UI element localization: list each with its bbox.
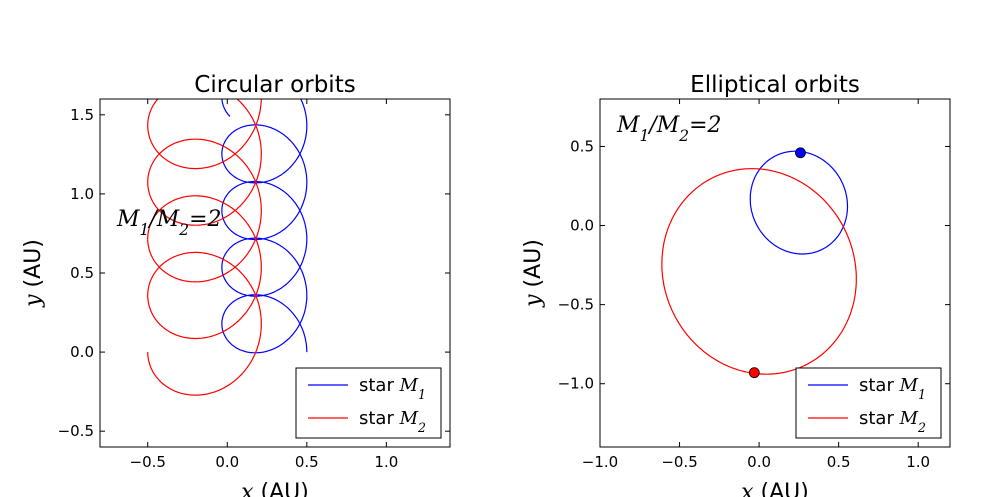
mass-ratio-annotation: M1/M2=2 bbox=[616, 113, 722, 145]
legend-label-1: star M1 bbox=[359, 375, 426, 402]
plot-area bbox=[661, 147, 857, 379]
y-tick-label: −0.5 bbox=[558, 296, 594, 314]
legend-label-1: star M1 bbox=[859, 375, 926, 402]
legend-label-2: star M2 bbox=[359, 408, 426, 435]
x-tick-label: 0.0 bbox=[215, 453, 239, 471]
y-tick-label: 1.0 bbox=[70, 185, 94, 203]
chart-2: −1.0 −0.5 0.0 0.5 1.0 −1.0 −0.5 0.0 0.5 Elliptica… bbox=[521, 72, 951, 497]
x-axis-label: x (AU) bbox=[741, 480, 809, 497]
x-tick-label: 1.0 bbox=[374, 453, 398, 471]
legend: star M1 star M2 bbox=[295, 367, 442, 439]
y-tick-label: 1.5 bbox=[70, 106, 94, 124]
x-tick-label: −0.5 bbox=[130, 453, 166, 471]
x-tick-label: 0.0 bbox=[747, 453, 771, 471]
y-tick-label: −0.5 bbox=[58, 422, 94, 440]
x-tick-label: 1.0 bbox=[906, 453, 930, 471]
plot-frame bbox=[599, 98, 951, 448]
orbit-line-2 bbox=[147, 99, 262, 396]
star-marker-2 bbox=[748, 367, 760, 379]
star-marker-1 bbox=[795, 147, 806, 159]
orbit-line-2 bbox=[661, 167, 857, 375]
chart-title: Circular orbits bbox=[194, 72, 355, 98]
y-tick-label: 0.5 bbox=[70, 264, 94, 282]
x-tick-label: 0.5 bbox=[827, 453, 851, 471]
mass-ratio-annotation: M1/M2=2 bbox=[116, 207, 222, 239]
plot-area bbox=[147, 99, 308, 396]
legend: star M1 star M2 bbox=[795, 367, 942, 439]
x-tick-label: 0.5 bbox=[295, 453, 319, 471]
x-axis-label: x (AU) bbox=[241, 480, 309, 497]
y-tick-label: 0.5 bbox=[570, 137, 594, 155]
chart-title: Elliptical orbits bbox=[690, 72, 860, 98]
y-axis-label: y (AU) bbox=[21, 239, 46, 308]
orbit-line-1 bbox=[221, 99, 308, 354]
y-tick-label: −1.0 bbox=[558, 375, 594, 393]
chart-1: −0.5 0.0 0.5 1.0 −0.5 0.0 0.5 1.0 1.5 Circular or… bbox=[21, 72, 451, 497]
legend-box bbox=[295, 367, 442, 439]
y-axis-label: y (AU) bbox=[521, 239, 546, 308]
x-tick-label: −0.5 bbox=[661, 453, 697, 471]
orbit-line-1 bbox=[749, 150, 849, 255]
y-tick-label: 0.0 bbox=[70, 343, 94, 361]
legend-label-2: star M2 bbox=[859, 408, 926, 435]
legend-box bbox=[795, 367, 942, 439]
x-tick-label: −1.0 bbox=[582, 453, 618, 471]
y-tick-label: 0.0 bbox=[570, 217, 594, 235]
